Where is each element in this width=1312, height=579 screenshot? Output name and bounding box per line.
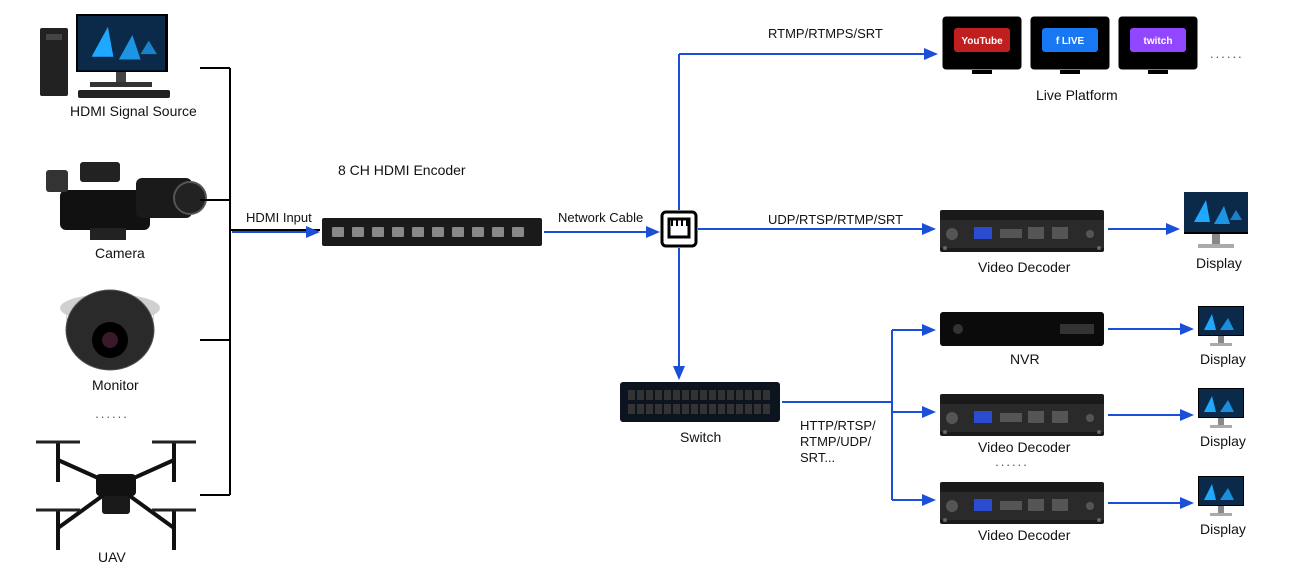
svg-text:Video Decoder: Video Decoder	[978, 259, 1071, 275]
svg-text:Display: Display	[1200, 351, 1246, 367]
svg-text:f LIVE: f LIVE	[1056, 36, 1085, 47]
display	[1184, 192, 1248, 248]
svg-text:UDP/RTSP/RTMP/SRT: UDP/RTSP/RTMP/SRT	[768, 212, 903, 227]
display	[1198, 476, 1244, 516]
hdmi-signal-source	[40, 14, 170, 98]
video-decoder	[940, 210, 1104, 252]
svg-text:twitch: twitch	[1144, 36, 1173, 47]
svg-text:UAV: UAV	[98, 549, 126, 565]
display	[1198, 306, 1244, 346]
live-platforms: YouTube f LIVE twitch	[944, 18, 1196, 74]
ethernet-icon	[662, 212, 696, 246]
svg-text:......: ......	[1210, 46, 1244, 61]
video-decoder	[940, 394, 1104, 436]
uav	[36, 442, 196, 550]
svg-text:Live Platform: Live Platform	[1036, 87, 1118, 103]
svg-text:RTMP/RTMPS/SRT: RTMP/RTMPS/SRT	[768, 26, 883, 41]
svg-text:Display: Display	[1200, 521, 1246, 537]
svg-text:HDMI Input: HDMI Input	[246, 210, 312, 225]
svg-text:Camera: Camera	[95, 245, 145, 261]
svg-text:Switch: Switch	[680, 429, 721, 445]
svg-text:Display: Display	[1200, 433, 1246, 449]
display	[1198, 388, 1244, 428]
network-switch	[620, 382, 780, 422]
svg-text:Monitor: Monitor	[92, 377, 139, 393]
monitor-camera	[60, 290, 160, 370]
svg-text:Display: Display	[1196, 255, 1242, 271]
svg-text:SRT...: SRT...	[800, 450, 835, 465]
svg-text:......: ......	[995, 454, 1029, 469]
svg-text:NVR: NVR	[1010, 351, 1040, 367]
svg-text:8 CH HDMI Encoder: 8 CH HDMI Encoder	[338, 162, 466, 178]
encoder-device	[322, 218, 542, 246]
svg-text:YouTube: YouTube	[961, 36, 1003, 47]
svg-text:HDMI Signal Source: HDMI Signal Source	[70, 103, 197, 119]
svg-text:HTTP/RTSP/: HTTP/RTSP/	[800, 418, 876, 433]
svg-text:Network Cable: Network Cable	[558, 210, 643, 225]
video-decoder	[940, 482, 1104, 524]
svg-text:......: ......	[95, 406, 129, 421]
svg-text:Video Decoder: Video Decoder	[978, 527, 1071, 543]
camera	[46, 162, 206, 240]
nvr-device	[940, 312, 1104, 346]
svg-text:Video Decoder: Video Decoder	[978, 439, 1071, 455]
svg-text:RTMP/UDP/: RTMP/UDP/	[800, 434, 872, 449]
